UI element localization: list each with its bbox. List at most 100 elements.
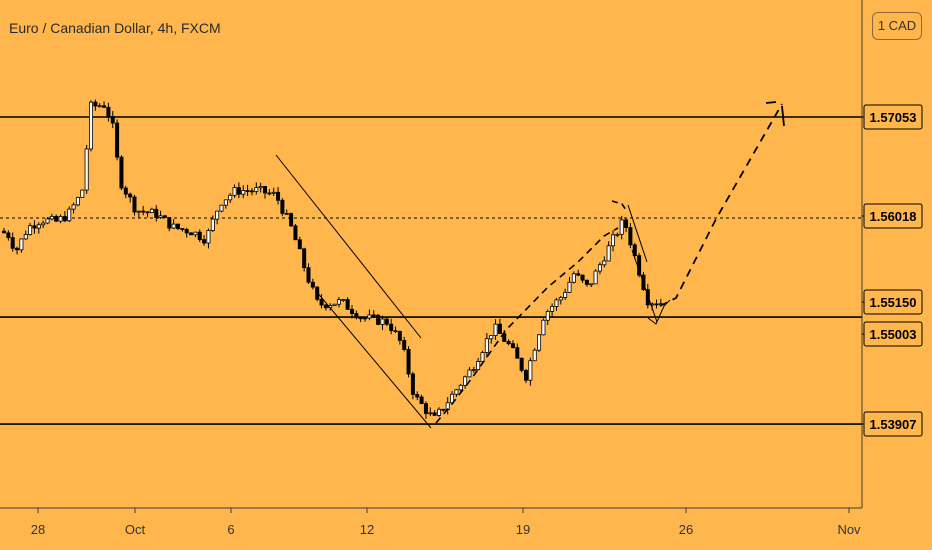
candle (419, 394, 424, 405)
candle (267, 189, 272, 196)
candle (510, 340, 515, 349)
currency-badge[interactable]: 1 CAD (872, 12, 922, 40)
svg-text:1.55003: 1.55003 (870, 327, 917, 342)
candle (415, 391, 420, 401)
candle (271, 187, 276, 196)
candle (6, 230, 11, 241)
candle (367, 309, 372, 321)
candle (236, 182, 241, 199)
candle (341, 298, 346, 303)
candle (541, 318, 546, 336)
price-label: 1.57053 (862, 104, 923, 130)
candle (358, 316, 363, 323)
candle (289, 212, 294, 228)
candle (123, 185, 128, 199)
x-tick-label: 6 (227, 522, 234, 537)
candle (332, 303, 337, 306)
candle (141, 206, 146, 216)
candle (532, 348, 537, 362)
candle (23, 230, 28, 240)
candle (193, 231, 198, 238)
x-tick-label: 19 (516, 522, 530, 537)
descending-channel-upper[interactable] (275, 154, 422, 339)
candle (319, 294, 324, 309)
candle (589, 283, 594, 288)
candle (132, 194, 137, 216)
candle (376, 313, 381, 326)
candle (611, 230, 616, 252)
candle (202, 235, 207, 246)
candle (428, 407, 433, 417)
candle (75, 196, 80, 207)
candle (58, 214, 63, 224)
candle (323, 304, 328, 311)
candle (554, 297, 559, 311)
x-tick-label: 28 (31, 522, 45, 537)
candle (180, 228, 185, 232)
candle (115, 119, 120, 161)
x-tick-label: 26 (679, 522, 693, 537)
wedge-line-upper[interactable] (627, 204, 648, 263)
candle (297, 236, 302, 250)
candle (15, 246, 20, 255)
candle (102, 101, 107, 109)
candle (249, 187, 254, 196)
candle (206, 228, 211, 249)
candle (219, 204, 224, 213)
candle (624, 217, 629, 233)
projection-path[interactable] (659, 103, 783, 307)
candle (62, 211, 67, 223)
candle (184, 227, 189, 238)
candle (228, 193, 233, 203)
candle (406, 346, 411, 378)
candle (45, 217, 50, 225)
candle (537, 333, 542, 353)
candle (84, 144, 89, 194)
candle (393, 326, 398, 334)
price-label: 1.55003 (862, 321, 923, 347)
candle (136, 210, 141, 218)
candle (506, 339, 511, 346)
candle (463, 375, 468, 389)
svg-text:1.57053: 1.57053 (870, 110, 917, 125)
price-label: 1.53907 (862, 411, 923, 437)
chart-title: Euro / Canadian Dollar, 4h, FXCM (9, 20, 221, 36)
candle (389, 318, 394, 335)
candle (254, 182, 259, 195)
candle (54, 214, 59, 223)
candle (106, 102, 111, 122)
candle (10, 232, 15, 252)
rising-dashed-trend[interactable] (435, 227, 619, 424)
descending-channel-lower[interactable] (315, 290, 432, 429)
candle (410, 371, 415, 400)
svg-text:1.53907: 1.53907 (870, 417, 917, 432)
x-tick-label: Oct (125, 522, 146, 537)
candle (262, 185, 267, 199)
candle (402, 336, 407, 352)
candle (110, 111, 115, 129)
x-tick-label: 12 (360, 522, 374, 537)
candle (171, 219, 176, 229)
candle (519, 357, 524, 373)
price-label: 1.56018 (862, 203, 923, 229)
candle (245, 184, 250, 197)
candle (158, 210, 163, 219)
candle (336, 296, 341, 308)
candle (36, 222, 41, 234)
candle (484, 333, 489, 358)
candle (41, 220, 46, 229)
candle (397, 330, 402, 345)
peak-marker (611, 200, 627, 211)
candle (162, 214, 167, 218)
candle (563, 288, 568, 300)
candle (558, 295, 563, 305)
candle (423, 401, 428, 419)
candle (476, 357, 481, 371)
candle (2, 227, 7, 234)
candle (241, 185, 246, 199)
candle (380, 315, 385, 331)
svg-text:1.56018: 1.56018 (870, 209, 917, 224)
wedge-line-lower[interactable] (631, 249, 658, 323)
